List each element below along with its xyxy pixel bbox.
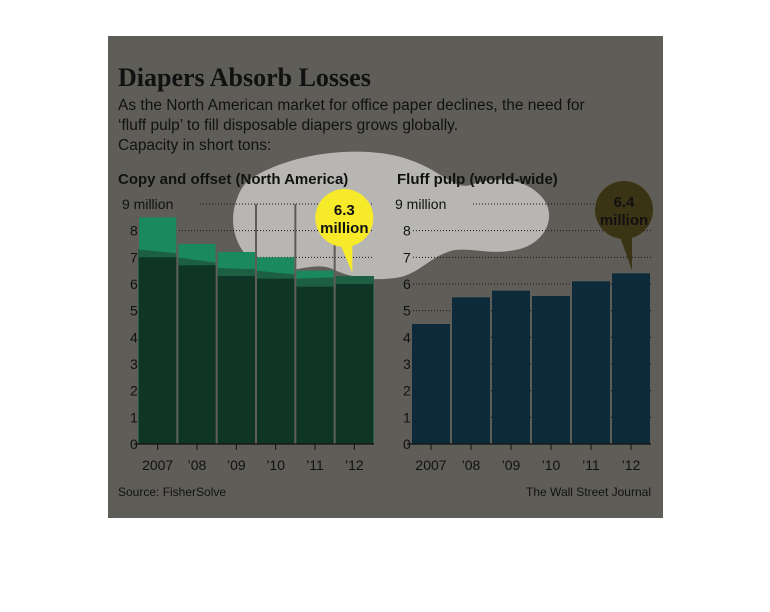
y-tick-label: 1 [403, 409, 411, 425]
y-tick-label: 6 [403, 276, 411, 292]
bar-base [139, 257, 177, 444]
y-tick-label: 5 [403, 303, 411, 319]
callout-bubble [315, 189, 374, 247]
y-tick-label: 5 [130, 303, 138, 319]
bar-base [217, 276, 255, 444]
y-tick-label: 8 [403, 223, 411, 239]
y-tick-label: 9 million [122, 196, 173, 212]
bar-base [335, 284, 373, 444]
x-tick-label: 2007 [142, 457, 173, 473]
source-note: Source: FisherSolve [118, 485, 226, 499]
x-tick-label: ’12 [622, 457, 641, 473]
chart-panel-1: Copy and offset (North America)012345678… [118, 171, 374, 473]
y-tick-label: 6 [130, 276, 138, 292]
bar-base [296, 286, 334, 444]
bar [612, 273, 650, 444]
panel-title-1: Copy and offset (North America) [118, 171, 348, 188]
callout-value: 6.3 [334, 202, 355, 219]
publisher-credit: The Wall Street Journal [526, 485, 651, 499]
bar [412, 324, 450, 444]
y-tick-label: 7 [403, 249, 411, 265]
chart-panels: Copy and offset (North America)012345678… [118, 151, 653, 473]
x-tick-label: ’10 [266, 457, 285, 473]
bar-base [178, 265, 216, 444]
chart-subtitle-line-2: ‘fluff pulp’ to fill disposable diapers … [118, 117, 458, 134]
y-tick-label: 2 [130, 383, 138, 399]
y-tick-label: 3 [403, 356, 411, 372]
y-tick-label: 1 [130, 409, 138, 425]
callout-unit: million [600, 212, 648, 229]
callout-unit: million [320, 220, 368, 237]
x-tick-label: ’09 [502, 457, 521, 473]
chart-subtitle-line-3: Capacity in short tons: [118, 137, 271, 154]
chart-title: Diapers Absorb Losses [118, 63, 371, 92]
y-tick-label: 8 [130, 223, 138, 239]
y-tick-label: 4 [130, 329, 138, 345]
x-tick-label: ’12 [345, 457, 364, 473]
callout-bubble [595, 181, 653, 239]
callout-pointer [619, 230, 632, 271]
y-tick-label: 4 [403, 329, 411, 345]
callout-value: 6.4 [614, 194, 636, 211]
bar [532, 296, 570, 444]
x-tick-label: ’10 [542, 457, 561, 473]
y-tick-label: 7 [130, 249, 138, 265]
bar [452, 297, 490, 444]
x-tick-label: ’08 [188, 457, 207, 473]
x-tick-label: ’08 [462, 457, 481, 473]
chart-subtitle-line-1: As the North American market for office … [118, 97, 585, 114]
x-tick-label: ’09 [227, 457, 246, 473]
bar [572, 281, 610, 444]
y-tick-label: 9 million [395, 196, 446, 212]
y-tick-label: 3 [130, 356, 138, 372]
panel-title-2: Fluff pulp (world-wide) [397, 171, 558, 188]
x-tick-label: 2007 [415, 457, 446, 473]
x-tick-label: ’11 [582, 457, 600, 473]
y-tick-label: 2 [403, 383, 411, 399]
bar [492, 290, 530, 444]
x-tick-label: ’11 [306, 457, 324, 473]
bar-base [257, 278, 295, 444]
highlight-blob [233, 151, 550, 280]
